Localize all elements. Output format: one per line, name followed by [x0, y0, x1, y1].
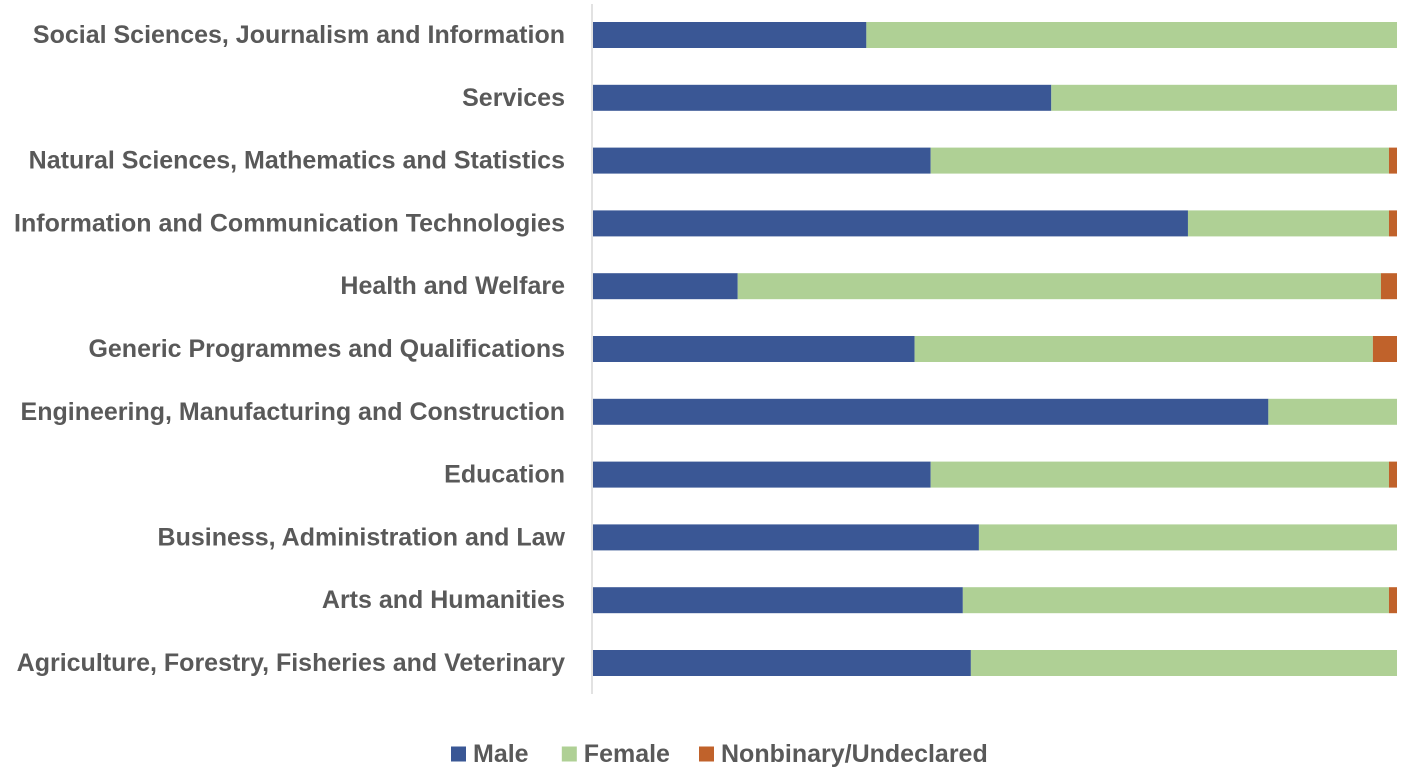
bar-male [593, 336, 915, 362]
bar-female [978, 524, 1397, 551]
bar-nonbinary-undeclared [1388, 587, 1397, 614]
bar-male [593, 587, 963, 614]
bar-nonbinary-undeclared [1388, 147, 1397, 174]
category-label: Natural Sciences, Mathematics and Statis… [29, 147, 565, 175]
category-label: Business, Administration and Law [158, 523, 566, 551]
category-label: Information and Communication Technologi… [14, 209, 565, 237]
legend-label: Female [584, 740, 670, 768]
category-label: Arts and Humanities [322, 586, 565, 614]
category-label: Health and Welfare [340, 272, 565, 300]
category-label: Generic Programmes and Qualifications [88, 335, 565, 363]
category-labels: Social Sciences, Journalism and Informat… [14, 21, 565, 677]
legend: Male Female Nonbinary/Undeclared [451, 740, 988, 768]
legend-label: Male [473, 740, 529, 768]
legend-item-male: Male [451, 740, 529, 768]
legend-swatch [451, 746, 466, 762]
bar-nonbinary-undeclared [1380, 273, 1397, 300]
bar-female [930, 461, 1389, 488]
category-label: Agriculture, Forestry, Fisheries and Vet… [17, 649, 565, 677]
category-label: Engineering, Manufacturing and Construct… [21, 398, 565, 426]
bar-female [1051, 84, 1397, 111]
category-label: Education [444, 461, 565, 489]
bar-female [1187, 210, 1389, 237]
legend-swatch [699, 746, 714, 762]
legend-item-female: Female [561, 740, 670, 768]
legend-item-nonbinary-undeclared: Nonbinary/Undeclared [699, 740, 988, 768]
bar-nonbinary-undeclared [1388, 461, 1397, 488]
bar-male [593, 210, 1188, 237]
bar-nonbinary-undeclared [1372, 336, 1397, 362]
category-label: Social Sciences, Journalism and Informat… [33, 21, 565, 49]
bar-female [737, 273, 1381, 300]
bar-male [593, 398, 1269, 425]
legend-swatch [561, 746, 577, 762]
legend-label: Nonbinary/Undeclared [721, 740, 988, 768]
category-label: Services [462, 84, 565, 112]
bar-female [1268, 398, 1397, 425]
bar-male [593, 147, 931, 174]
bar-male [593, 22, 867, 48]
bar-male [593, 650, 971, 676]
bar-female [914, 336, 1373, 362]
bar-female [962, 587, 1389, 614]
bar-male [593, 524, 979, 551]
bar-male [593, 461, 931, 488]
bar-male [593, 84, 1052, 111]
bar-female [930, 147, 1389, 174]
bars [593, 22, 1397, 676]
bar-nonbinary-undeclared [1388, 210, 1397, 237]
bar-male [593, 273, 738, 300]
bar-female [970, 650, 1397, 676]
bar-female [866, 22, 1397, 48]
